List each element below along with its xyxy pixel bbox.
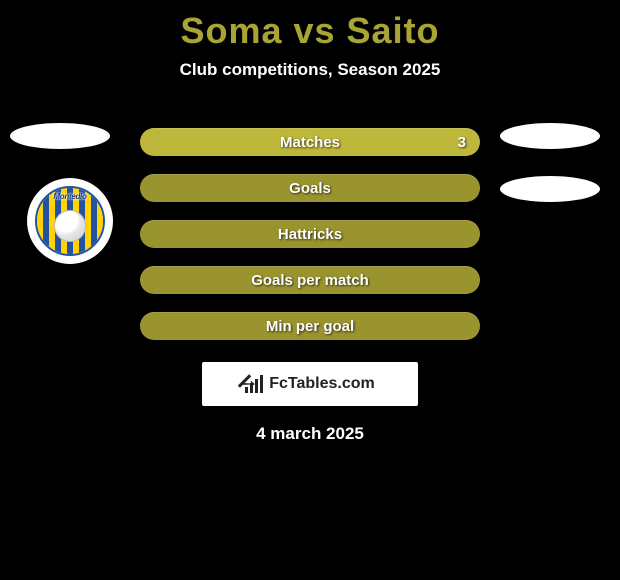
stat-row: Matches 3 [140,128,480,156]
player-left-placeholder-1 [10,123,110,149]
stat-row: Hattricks [140,220,480,248]
stat-row: Goals per match [140,266,480,294]
soccer-ball-icon [54,210,86,242]
club-badge: Montedio [27,178,113,264]
player-right-placeholder-2 [500,176,600,202]
source-attribution: ➚ FcTables.com [202,362,418,406]
club-badge-inner: Montedio [35,186,105,256]
date-label: 4 march 2025 [0,424,620,444]
stat-row: Goals [140,174,480,202]
player-right-placeholder-1 [500,123,600,149]
stat-label: Goals per match [251,272,369,289]
bar-chart-icon: ➚ [245,375,263,393]
stat-label: Hattricks [278,226,342,243]
stat-label: Matches [280,134,340,151]
source-label: FcTables.com [269,375,375,393]
subtitle: Club competitions, Season 2025 [0,60,620,80]
stat-row: Min per goal [140,312,480,340]
page-title: Soma vs Saito [0,0,620,52]
club-badge-text: Montedio [37,192,103,201]
stat-label: Goals [289,180,331,197]
stat-value-right: 3 [458,134,466,151]
stat-label: Min per goal [266,318,354,335]
